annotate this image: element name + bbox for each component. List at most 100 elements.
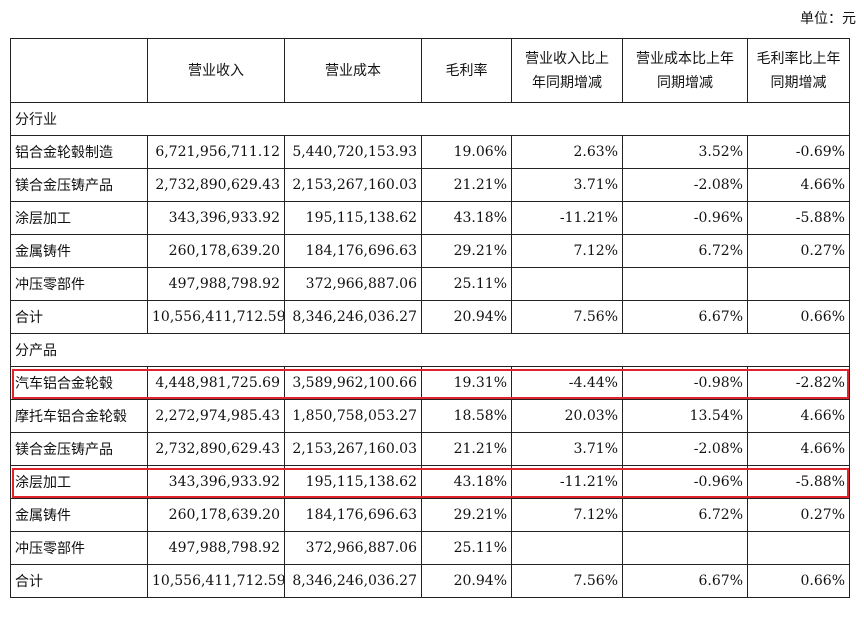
cell-revenue: 260,178,639.20: [147, 498, 285, 532]
table-header: 营业收入 营业成本 毛利率 营业收入比上 年同期增减 营业成本比上年 同期增减 毛利率比上年同…: [10, 38, 850, 103]
cell-name: 金属铸件: [10, 234, 148, 268]
cell-revenue: 497,988,798.92: [147, 267, 285, 301]
header-text: 年同期增减: [532, 74, 602, 91]
cell-cost: 2,153,267,160.03: [284, 168, 422, 202]
cell-name: 冲压零部件: [10, 531, 148, 565]
header-cost: 营业成本: [284, 38, 422, 103]
cell-margin: 25.11%: [421, 267, 512, 301]
cell-margin: 43.18%: [421, 201, 512, 235]
cell-revenue: 4,448,981,725.69: [147, 366, 285, 400]
header-text: 毛利率: [445, 62, 488, 79]
table-body: 分行业 铝合金轮毂制造 6,721,956,711.12 5,440,720,153.…: [10, 102, 850, 598]
cell-rev-change: [511, 531, 623, 565]
cell-margin-change: -5.88%: [747, 201, 850, 235]
cell-cost-change: -0.98%: [622, 366, 748, 400]
cell-cost-change: [622, 267, 748, 301]
cell-margin: 43.18%: [421, 465, 512, 499]
cell-margin: 20.94%: [421, 564, 512, 598]
cell-rev-change: -11.21%: [511, 465, 623, 499]
cell-name: 铝合金轮毂制造: [10, 135, 148, 169]
cell-name: 涂层加工: [10, 201, 148, 235]
cell-revenue: 6,721,956,711.12: [147, 135, 285, 169]
cell-cost: 184,176,696.63: [284, 498, 422, 532]
cell-cost-change: 13.54%: [622, 399, 748, 433]
cell-margin-change: 4.66%: [747, 399, 850, 433]
cell-name: 冲压零部件: [10, 267, 148, 301]
cell-name: 汽车铝合金轮毂: [10, 366, 148, 400]
cell-revenue: 10,556,411,712.59: [147, 300, 285, 334]
cell-revenue: 343,396,933.92: [147, 201, 285, 235]
cell-margin: 25.11%: [421, 531, 512, 565]
cell-name: 摩托车铝合金轮毂: [10, 399, 148, 433]
cell-rev-change: 20.03%: [511, 399, 623, 433]
header-margin-change: 毛利率比上年 同期增减: [747, 38, 850, 103]
header-row: 营业收入 营业成本 毛利率 营业收入比上 年同期增减 营业成本比上年 同期增减 毛利率比上年同…: [10, 38, 850, 103]
cell-margin: 19.06%: [421, 135, 512, 169]
cell-name: 合计: [10, 564, 148, 598]
cell-cost: 5,440,720,153.93: [284, 135, 422, 169]
cell-cost: 8,346,246,036.27: [284, 564, 422, 598]
cell-margin-change: -2.82%: [747, 366, 850, 400]
cell-name: 涂层加工: [10, 465, 148, 499]
cell-cost: 184,176,696.63: [284, 234, 422, 268]
cell-cost-change: -2.08%: [622, 168, 748, 202]
table-row: 合计 10,556,411,712.59 8,346,246,036.27 20.94…: [10, 564, 850, 598]
header-margin: 毛利率: [421, 38, 512, 103]
cell-cost: 3,589,962,100.66: [284, 366, 422, 400]
cell-margin: 18.58%: [421, 399, 512, 433]
cell-cost-change: [622, 531, 748, 565]
table-row: 涂层加工 343,396,933.92 195,115,138.62 43.18% -1…: [10, 201, 850, 235]
cell-margin-change: [747, 267, 850, 301]
cell-cost-change: 6.72%: [622, 234, 748, 268]
table-row: 汽车铝合金轮毂 4,448,981,725.69 3,589,962,100.66 1…: [10, 366, 850, 400]
header-blank: [10, 38, 148, 103]
cell-cost: 8,346,246,036.27: [284, 300, 422, 334]
cell-rev-change: -11.21%: [511, 201, 623, 235]
cell-margin-change: 0.27%: [747, 234, 850, 268]
table-row: 涂层加工 343,396,933.92 195,115,138.62 43.18% -1…: [10, 465, 850, 499]
cell-margin-change: 4.66%: [747, 432, 850, 466]
cell-margin: 21.21%: [421, 432, 512, 466]
cell-revenue: 343,396,933.92: [147, 465, 285, 499]
cell-cost: 195,115,138.62: [284, 201, 422, 235]
header-revenue: 营业收入: [147, 38, 285, 103]
cell-cost: 2,153,267,160.03: [284, 432, 422, 466]
cell-margin-change: [747, 531, 850, 565]
cell-rev-change: 2.63%: [511, 135, 623, 169]
cell-rev-change: 3.71%: [511, 168, 623, 202]
cell-margin: 29.21%: [421, 498, 512, 532]
cell-margin-change: 4.66%: [747, 168, 850, 202]
section-row: 分产品: [10, 333, 850, 367]
header-text: 营业成本: [325, 62, 381, 79]
header-text: 同期增减: [770, 74, 827, 91]
cell-name: 合计: [10, 300, 148, 334]
cell-cost: 372,966,887.06: [284, 267, 422, 301]
cell-margin-change: -5.88%: [747, 465, 850, 499]
cell-rev-change: 7.56%: [511, 564, 623, 598]
cell-margin: 21.21%: [421, 168, 512, 202]
cell-name: 镁合金压铸产品: [10, 168, 148, 202]
section-label: 分行业: [10, 102, 850, 136]
section-row: 分行业: [10, 102, 850, 136]
table-row: 镁合金压铸产品 2,732,890,629.43 2,153,267,160.03 2…: [10, 432, 850, 466]
header-text: 毛利率比上年: [756, 50, 841, 67]
table-row: 镁合金压铸产品 2,732,890,629.43 2,153,267,160.03 2…: [10, 168, 850, 202]
cell-name: 金属铸件: [10, 498, 148, 532]
unit-label: 单位：元: [800, 11, 856, 27]
header-cost-change: 营业成本比上年 同期增减: [622, 38, 748, 103]
cell-margin-change: 0.27%: [747, 498, 850, 532]
cell-revenue: 10,556,411,712.59: [147, 564, 285, 598]
table-row: 铝合金轮毂制造 6,721,956,711.12 5,440,720,153.93 1…: [10, 135, 850, 169]
cell-rev-change: 3.71%: [511, 432, 623, 466]
cell-rev-change: [511, 267, 623, 301]
cell-rev-change: 7.12%: [511, 234, 623, 268]
table-row: 冲压零部件 497,988,798.92 372,966,887.06 25.11%: [10, 531, 850, 565]
cell-cost-change: -2.08%: [622, 432, 748, 466]
cell-margin-change: 0.66%: [747, 564, 850, 598]
cell-rev-change: -4.44%: [511, 366, 623, 400]
header-text: 营业成本比上年: [636, 50, 734, 67]
cell-cost-change: 6.67%: [622, 300, 748, 334]
cell-revenue: 260,178,639.20: [147, 234, 285, 268]
cell-cost: 195,115,138.62: [284, 465, 422, 499]
table-row: 摩托车铝合金轮毂 2,272,974,985.43 1,850,758,053.27…: [10, 399, 850, 433]
